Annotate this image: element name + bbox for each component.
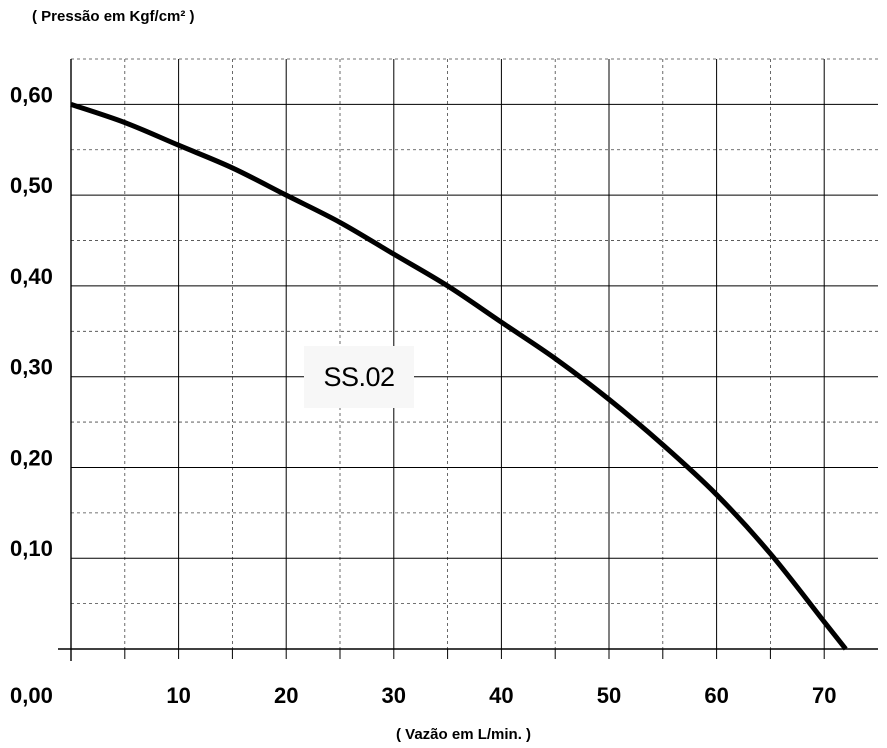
x-axis-title: ( Vazão em L/min. ): [396, 726, 532, 743]
minor-grid: [71, 58, 878, 649]
y-axis-title: ( Pressão em Kgf/cm² ): [32, 8, 195, 25]
x-tick-label: 60: [704, 683, 728, 708]
x-tick-label: 30: [382, 683, 406, 708]
y-tick-label: 0,60: [10, 82, 53, 107]
x-tick-label: 10: [166, 683, 190, 708]
series-layer: [70, 102, 848, 651]
x-tick-label: 40: [489, 683, 513, 708]
y-tick-label: 0,40: [10, 264, 53, 289]
y-tick-labels: 0,10 0,20 0,30 0,40 0,50 0,60: [10, 82, 53, 561]
x-tick-label: 50: [597, 683, 621, 708]
x-tick-labels: 0,00 10 20 30 40 50 60 70: [10, 683, 836, 708]
origin-tick-label: 0,00: [10, 683, 53, 708]
y-tick-label: 0,10: [10, 536, 53, 561]
y-tick-label: 0,20: [10, 445, 53, 470]
series-annotation: SS.02: [304, 346, 414, 408]
x-tick-label: 70: [812, 683, 836, 708]
major-grid: [71, 59, 878, 649]
x-tick-label: 20: [274, 683, 298, 708]
y-tick-label: 0,30: [10, 355, 53, 380]
y-tick-label: 0,50: [10, 173, 53, 198]
axes: [58, 59, 878, 661]
series-line: [70, 102, 848, 651]
